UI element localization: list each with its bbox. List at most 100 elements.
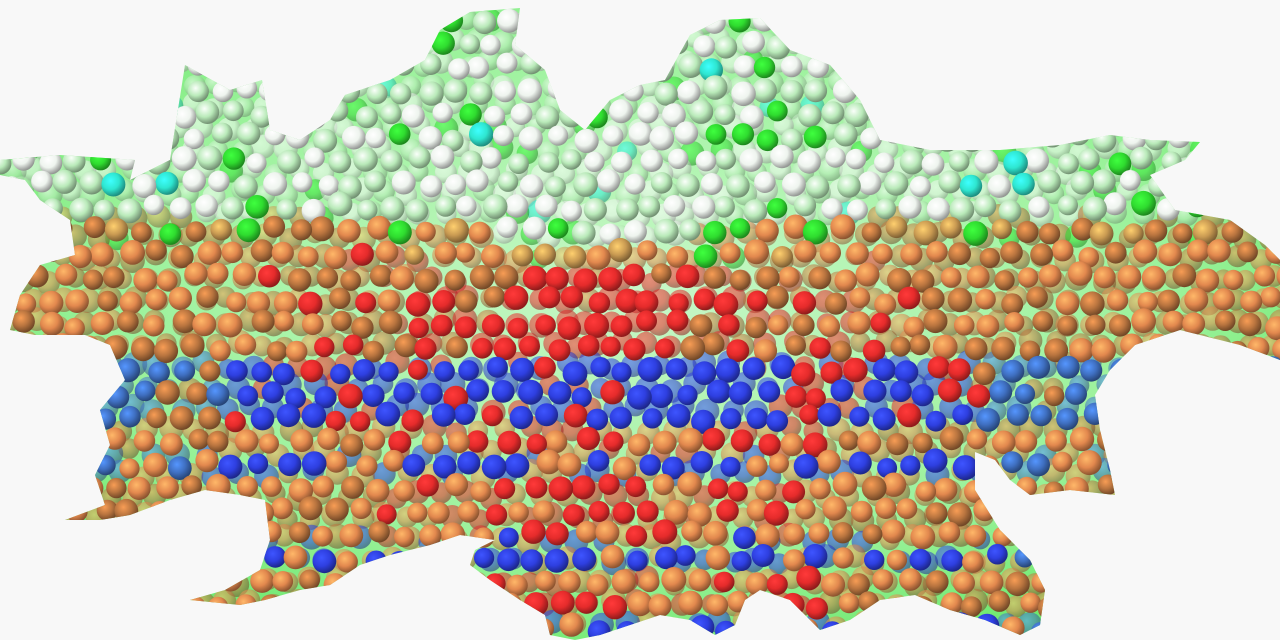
atom-sphere-white <box>584 151 605 172</box>
atom-sphere-red <box>350 411 371 432</box>
atom-sphere-brown <box>181 475 203 496</box>
atom-sphere-orange <box>317 427 340 450</box>
atom-sphere-orange <box>1069 426 1095 452</box>
atom-sphere-blue <box>504 453 530 478</box>
atom-sphere-orange <box>133 430 156 452</box>
atom-sphere-blue <box>544 548 569 573</box>
atom-sphere-blue <box>751 544 775 567</box>
atom-sphere-blue <box>509 405 533 430</box>
atom-sphere-red <box>258 264 281 288</box>
atom-sphere-steel_blue <box>1026 355 1051 379</box>
atom-sphere-red <box>763 500 789 526</box>
atom-sphere-steel_blue <box>1006 403 1029 426</box>
atom-sphere-orange <box>780 433 804 457</box>
atom-sphere-orange <box>184 262 208 286</box>
atom-sphere-green <box>222 147 246 170</box>
atom-sphere-light_green <box>187 80 209 103</box>
atom-sphere-orange <box>753 339 778 363</box>
atom-sphere-steel_blue <box>1014 383 1036 404</box>
atom-sphere-white <box>292 172 313 193</box>
atom-sphere-white <box>649 125 675 151</box>
atom-sphere-red <box>805 388 826 409</box>
atom-sphere-orange <box>1117 265 1142 289</box>
atom-sphere-brown <box>991 336 1015 361</box>
atom-sphere-light_green <box>653 218 679 244</box>
atom-sphere-brown <box>745 316 767 339</box>
atom-sphere-orange <box>746 498 770 522</box>
atom-sphere-brown <box>921 287 945 311</box>
atom-sphere-orange <box>119 291 143 315</box>
atom-sphere-orange <box>64 317 85 339</box>
atom-sphere-light_green <box>875 198 897 220</box>
atom-sphere-orange <box>119 458 140 479</box>
atom-sphere-white <box>496 52 518 74</box>
atom-sphere-tan <box>1192 219 1218 245</box>
atom-sphere-red <box>927 356 950 379</box>
atom-sphere-brown <box>172 309 197 334</box>
atom-sphere-white <box>739 148 763 172</box>
atom-sphere-white <box>518 126 543 151</box>
atom-sphere-orange <box>1272 338 1280 361</box>
atom-sphere-brown <box>988 590 1011 612</box>
atom-sphere-light_green <box>571 220 596 245</box>
atom-sphere-orange <box>143 452 168 477</box>
atom-sphere-brown <box>923 308 948 334</box>
atom-sphere-red <box>350 242 374 266</box>
atom-sphere-red <box>654 338 675 359</box>
atom-sphere-white <box>195 194 218 217</box>
atom-sphere-brown <box>651 263 672 284</box>
atom-sphere-light_green <box>52 169 77 194</box>
atom-sphere-light_green <box>561 149 582 170</box>
atom-sphere-orange <box>1055 291 1080 316</box>
atom-sphere-orange <box>168 286 192 311</box>
atom-sphere-red <box>622 263 645 287</box>
atom-sphere-orange <box>872 243 893 265</box>
atom-sphere-brown <box>847 573 870 596</box>
atom-sphere-orange <box>900 243 923 266</box>
atom-sphere-white <box>318 175 340 196</box>
atom-sphere-orange <box>915 481 937 502</box>
atom-sphere-tan <box>885 216 908 239</box>
atom-sphere-white <box>171 146 197 171</box>
atom-sphere-orange <box>393 480 416 502</box>
atom-sphere-blue <box>766 410 789 432</box>
atom-sphere-brown <box>1071 217 1095 241</box>
atom-sphere-blue <box>872 407 896 431</box>
atom-sphere-steel_blue <box>174 360 196 382</box>
atom-sphere-white <box>497 8 521 33</box>
atom-sphere-tan <box>991 218 1012 240</box>
atom-sphere-light_green <box>654 82 678 106</box>
atom-sphere-red <box>545 266 569 291</box>
atom-sphere-blue <box>434 361 455 382</box>
atom-sphere-orange <box>197 240 222 265</box>
atom-sphere-steel_blue <box>119 405 141 428</box>
atom-sphere-orange <box>421 432 444 455</box>
atom-sphere-brown <box>82 269 104 290</box>
atom-sphere-blue <box>894 360 919 384</box>
atom-sphere-orange <box>857 430 882 455</box>
atom-sphere-brown <box>808 266 832 290</box>
atom-sphere-white <box>1103 192 1127 216</box>
atom-sphere-orange <box>745 572 769 596</box>
atom-sphere-brown <box>186 382 209 406</box>
atom-sphere-light_green <box>366 83 388 104</box>
atom-sphere-red <box>388 430 412 454</box>
atom-sphere-white <box>496 216 518 238</box>
atom-sphere-brown <box>838 430 859 451</box>
atom-sphere-orange <box>273 291 298 315</box>
atom-sphere-white <box>676 80 701 105</box>
atom-sphere-blue <box>278 452 302 477</box>
atom-sphere-orange <box>991 430 1016 455</box>
atom-sphere-red <box>338 383 363 409</box>
atom-sphere-tan <box>913 220 939 246</box>
atom-sphere-red <box>802 432 828 458</box>
atom-sphere-orange <box>1014 430 1038 453</box>
atom-sphere-orange <box>612 456 637 481</box>
atom-sphere-orange <box>232 262 257 286</box>
atom-sphere-blue <box>690 451 713 474</box>
atom-sphere-white <box>1024 148 1050 173</box>
atom-sphere-tan <box>1123 223 1144 244</box>
atom-sphere-red <box>796 565 822 591</box>
atom-sphere-brown <box>145 239 167 261</box>
atom-sphere-orange <box>979 570 1004 595</box>
